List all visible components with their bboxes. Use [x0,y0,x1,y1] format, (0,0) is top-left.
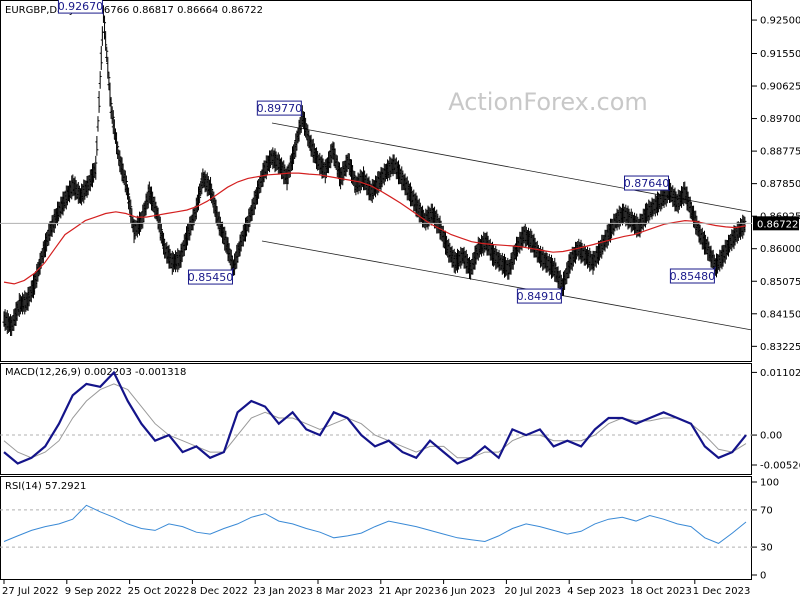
x-tick-label: 18 Oct 2023 [630,586,692,597]
moving-average-line [3,172,747,285]
macd-title: MACD(12,26,9) 0.002203 -0.001318 [5,367,186,378]
price-axis: 0.92500 0.91550 0.90625 0.89700 0.88775 0.878… [752,16,800,353]
rsi-axis: 100 70 30 0 [0,478,779,582]
price-tick-label: 0.92500 [760,16,800,27]
price-label: 0.92670 [58,0,104,13]
rsi-tick-label: 70 [760,505,773,516]
x-tick-label: 4 Sep 2023 [567,586,624,597]
price-label-box [187,269,233,285]
chart-ohlc: 0.86766 0.86817 0.86664 0.86722 [88,5,263,16]
macd-panel-frame [0,363,752,475]
macd-main-line [3,370,747,465]
price-label-box [57,0,103,14]
rsi-title: RSI(14) 57.2921 [5,481,86,492]
x-tick-label: 27 Jul 2022 [2,586,59,597]
x-tick-label: 23 Jan 2023 [253,586,313,597]
rsi-tick-label: 100 [760,478,779,489]
price-tick-label: 0.91550 [760,49,800,60]
macd-axis: 0.011027 0.00 -0.005267 [0,368,800,471]
x-tick-label: 1 Dec 2023 [693,586,751,597]
price-label: 0.85480 [670,270,716,283]
price-tick-label: 0.88775 [760,147,800,158]
rsi-panel-frame [0,476,752,580]
current-price-label: 0.86722 [757,219,798,230]
price-tick-label: 0.85075 [760,277,800,288]
price-label-box [669,268,715,284]
x-tick-label: 8 Mar 2023 [316,586,373,597]
price-label-box [516,288,562,304]
price-label-box [256,100,302,116]
x-tick-label: 21 Apr 2023 [379,586,441,597]
macd-tick-label: 0.00 [760,431,782,442]
price-tick-label: 0.83225 [760,342,800,353]
price-tick-label: 0.84150 [760,309,800,320]
price-label: 0.85450 [188,271,234,284]
x-tick-label: 9 Sep 2022 [65,586,122,597]
price-label: 0.84910 [517,290,563,303]
x-tick-label: 25 Oct 2022 [128,586,190,597]
rsi-tick-label: 30 [760,543,773,554]
price-tick-label: 0.89700 [760,114,800,125]
rsi-line [3,504,747,544]
x-tick-label: 6 Jun 2023 [442,586,496,597]
chart-symbol: EURGBP,Daily [5,5,75,16]
price-tick-label: 0.87850 [760,179,800,190]
price-tick-label: 0.86000 [760,244,800,255]
rsi-tick-label: 0 [760,571,766,582]
x-tick-label: 8 Dec 2022 [190,586,248,597]
current-price-marker: 0.86722 [0,216,799,231]
price-label: 0.87640 [624,177,670,190]
macd-tick-label: 0.011027 [760,368,800,379]
price-labels: 0.92670 0.85450 0.89770 0.84910 0.87640 0.854… [57,0,716,304]
macd-tick-label: -0.005267 [760,460,800,471]
channel-lower-line [261,240,753,331]
current-price-box [753,216,799,231]
x-axis: 27 Jul 2022 9 Sep 2022 25 Oct 2022 8 Dec 20… [2,580,750,597]
price-label: 0.89770 [257,102,303,115]
watermark: ActionForex.com [448,88,648,116]
price-tick-label: 0.90625 [760,82,800,93]
price-bars [2,5,747,336]
price-label-box [624,175,670,191]
x-tick-label: 20 Jul 2023 [504,586,561,597]
